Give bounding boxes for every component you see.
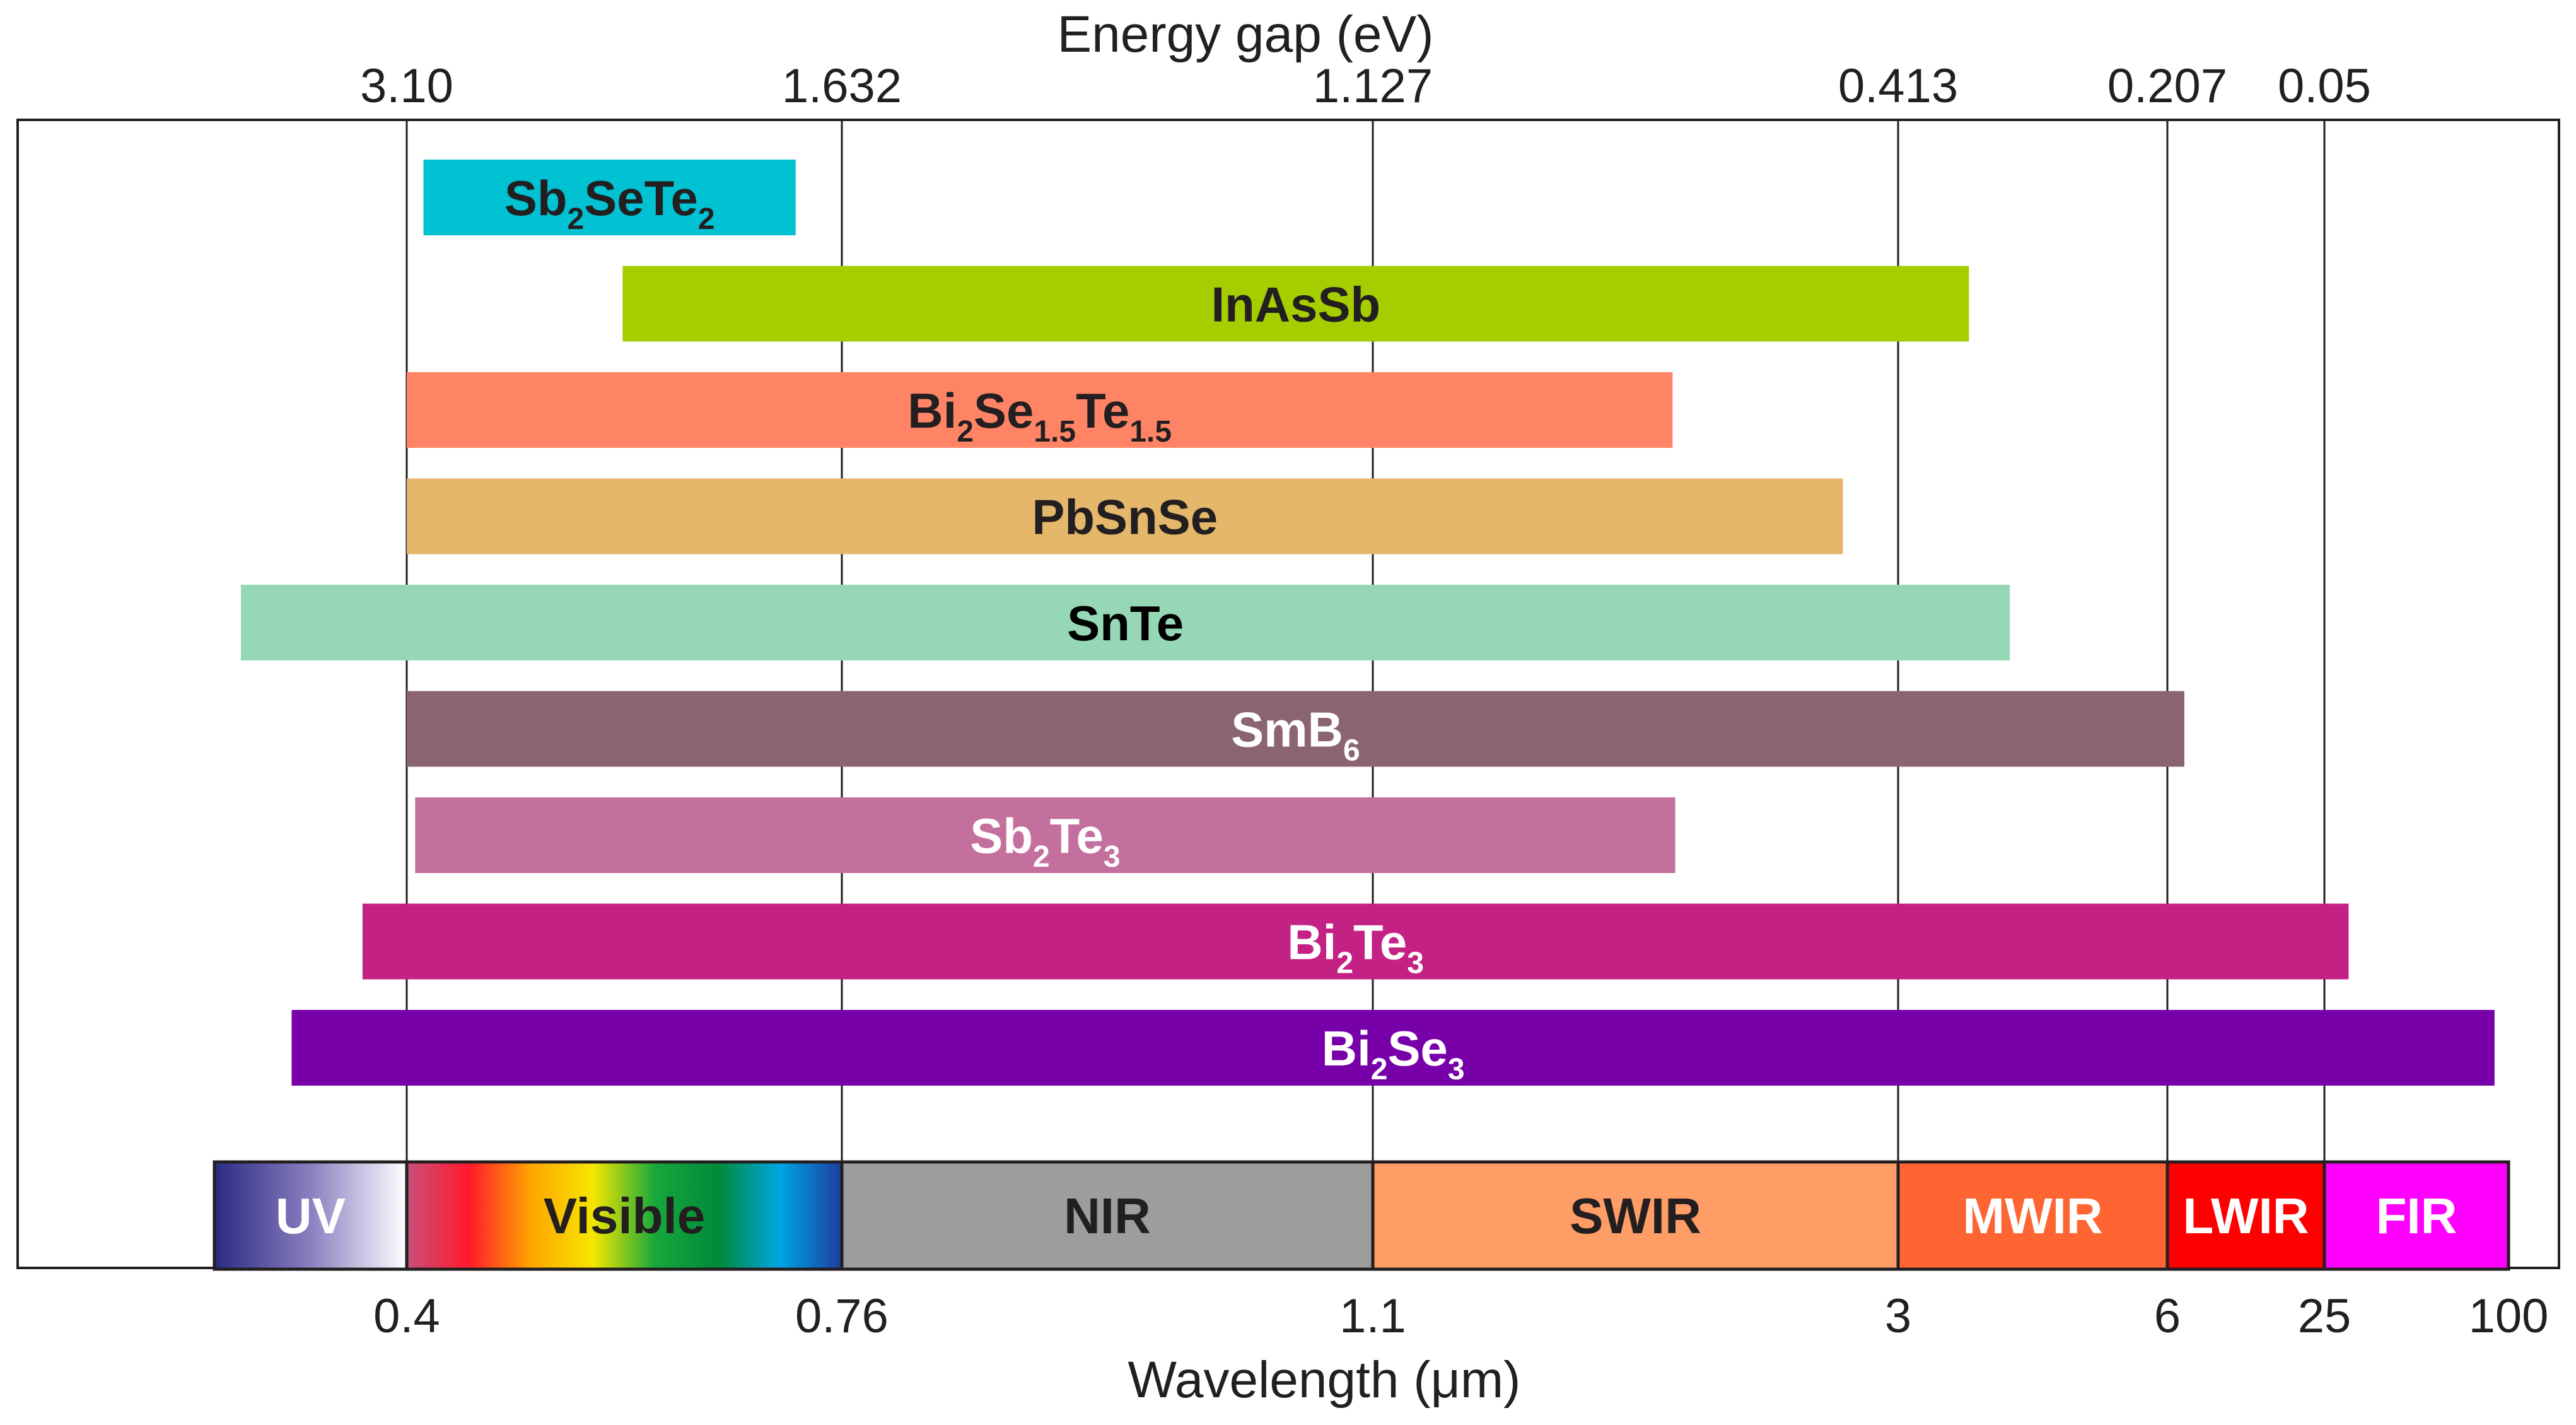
- wavelength-tick-3: 3: [1885, 1289, 1911, 1343]
- bar-label-smb6: SmB6: [1231, 702, 1360, 768]
- band-label-nir: NIR: [1064, 1188, 1151, 1244]
- top-axis-title: Energy gap (eV): [1057, 6, 1433, 63]
- bar-label-snte: SnTe: [1067, 595, 1184, 651]
- band-label-fir: FIR: [2376, 1188, 2457, 1244]
- band-nir: [840, 1160, 1375, 1271]
- bar-bi2se3: [291, 1010, 2495, 1086]
- band-visible: [405, 1160, 844, 1271]
- band-uv: [213, 1160, 409, 1271]
- bar-label-bi2te3: Bi2Te3: [1287, 915, 1424, 980]
- energy-tick-labels: 3.10 1.632 1.127 0.413 0.207 0.05: [360, 59, 2371, 113]
- material-bars: Sb2SeTe2 InAsSb Bi2Se1.5Te1.5 PbSnSe SnTe SmB…: [241, 160, 2495, 1086]
- band-label-swir: SWIR: [1570, 1188, 1701, 1244]
- bar-label-inassb: InAsSb: [1211, 277, 1380, 332]
- bar-bi2se1-5te1-5: [407, 372, 1673, 448]
- bar-sb2te3: [415, 797, 1676, 873]
- bar-label-sb2sete2: Sb2SeTe2: [504, 170, 715, 236]
- energy-tick-0-413: 0.413: [1838, 59, 1958, 113]
- band-fir: [2322, 1160, 2510, 1271]
- energy-tick-0-05: 0.05: [2278, 59, 2371, 113]
- band-label-mwir: MWIR: [1962, 1188, 2102, 1244]
- band-mwir: [1896, 1160, 2169, 1271]
- wavelength-tick-0-76: 0.76: [795, 1289, 889, 1343]
- wavelength-tick-25: 25: [2298, 1289, 2352, 1343]
- bar-sb2sete2: [423, 160, 796, 235]
- wavelength-tick-labels: 0.4 0.76 1.1 3 6 25 100: [373, 1289, 2548, 1343]
- bar-pbsnse: [407, 478, 1843, 554]
- bar-label-pbsnse: PbSnSe: [1032, 490, 1218, 545]
- spectral-bands: UV Visible NIR SWIR MWIR LWIR FIR: [213, 1160, 2510, 1271]
- band-label-lwir: LWIR: [2183, 1188, 2309, 1244]
- band-label-uv: UV: [276, 1188, 346, 1244]
- energy-tick-1-632: 1.632: [782, 59, 902, 113]
- bar-inassb: [622, 266, 1969, 342]
- wavelength-tick-0-4: 0.4: [373, 1289, 440, 1343]
- wavelength-tick-6: 6: [2154, 1289, 2181, 1343]
- band-label-visible: Visible: [544, 1188, 705, 1244]
- bar-smb6: [407, 691, 2184, 767]
- wavelength-tick-1-1: 1.1: [1339, 1289, 1406, 1343]
- energy-tick-1-127: 1.127: [1313, 59, 1433, 113]
- energy-tick-0-207: 0.207: [2107, 59, 2227, 113]
- bar-label-bi2se1-5te1-5: Bi2Se1.5Te1.5: [907, 383, 1172, 449]
- bar-label-sb2te3: Sb2Te3: [970, 808, 1120, 874]
- bar-label-bi2se3: Bi2Se3: [1322, 1021, 1465, 1086]
- wavelength-tick-100: 100: [2469, 1289, 2549, 1343]
- energy-tick-3-10: 3.10: [360, 59, 453, 113]
- bottom-axis-title: Wavelength (μm): [1128, 1351, 1521, 1409]
- bar-bi2te3: [362, 903, 2349, 980]
- band-swir: [1371, 1160, 1900, 1271]
- bar-snte: [241, 585, 2010, 660]
